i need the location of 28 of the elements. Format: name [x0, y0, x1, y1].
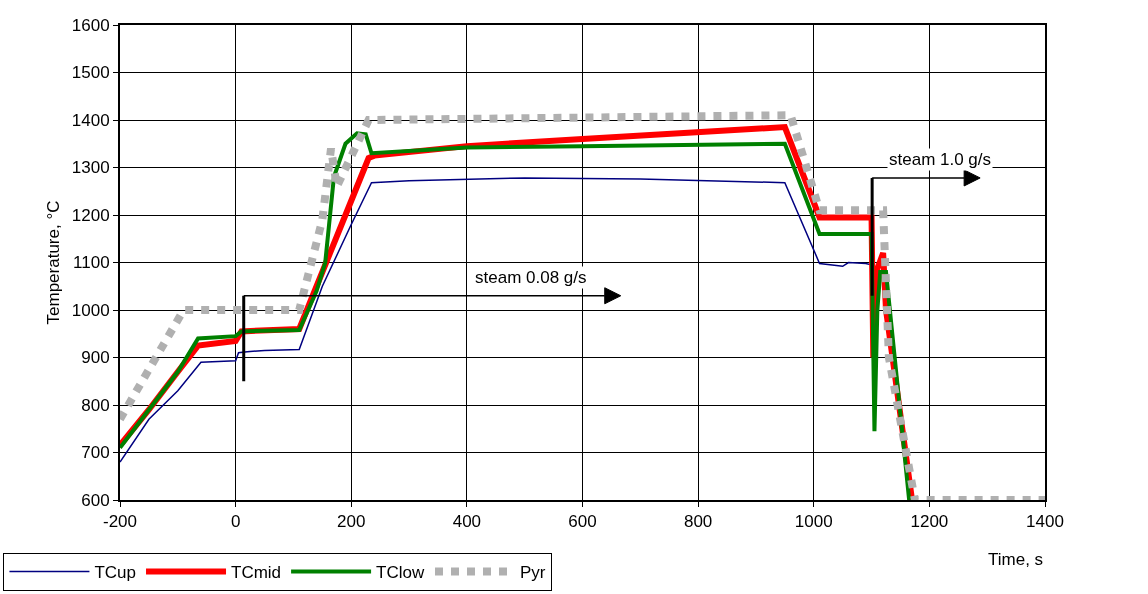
legend-label: Pyr [519, 563, 546, 583]
x-tick-label: 800 [683, 512, 713, 532]
y-tick-label: 700 [81, 443, 110, 463]
x-tick-label: -200 [102, 512, 138, 532]
x-tick-label: 600 [568, 512, 597, 532]
y-tick-label: 1300 [71, 158, 110, 178]
legend-label: TCmid [231, 563, 282, 583]
y-tick-label: 1600 [71, 15, 110, 35]
ref-line-label: steam 1.0 g/s [889, 150, 992, 169]
x-tick-label: 1000 [794, 512, 833, 532]
x-tick-label: 200 [337, 512, 366, 532]
y-tick-label: 600 [81, 490, 110, 510]
legend-label: TClow [376, 563, 425, 583]
y-tick-label: 1400 [71, 110, 110, 130]
x-tick-label: 0 [230, 512, 241, 532]
x-tick-label: 1200 [910, 512, 949, 532]
ref-line-label: steam 0.08 g/s [475, 268, 587, 287]
y-tick-label: 800 [81, 395, 110, 415]
x-axis-title: Time, s [988, 550, 1044, 569]
y-tick-label: 1500 [71, 63, 110, 83]
x-tick-label: 1400 [1026, 512, 1064, 532]
x-tick-label: 400 [452, 512, 482, 532]
legend-label: TCup [94, 563, 137, 583]
y-tick-label: 1200 [71, 205, 110, 225]
y-tick-label: 900 [81, 348, 110, 368]
y-tick-label: 1000 [71, 300, 110, 320]
y-axis-title: Temperature, °C [43, 200, 63, 325]
y-tick-label: 1100 [73, 253, 110, 273]
